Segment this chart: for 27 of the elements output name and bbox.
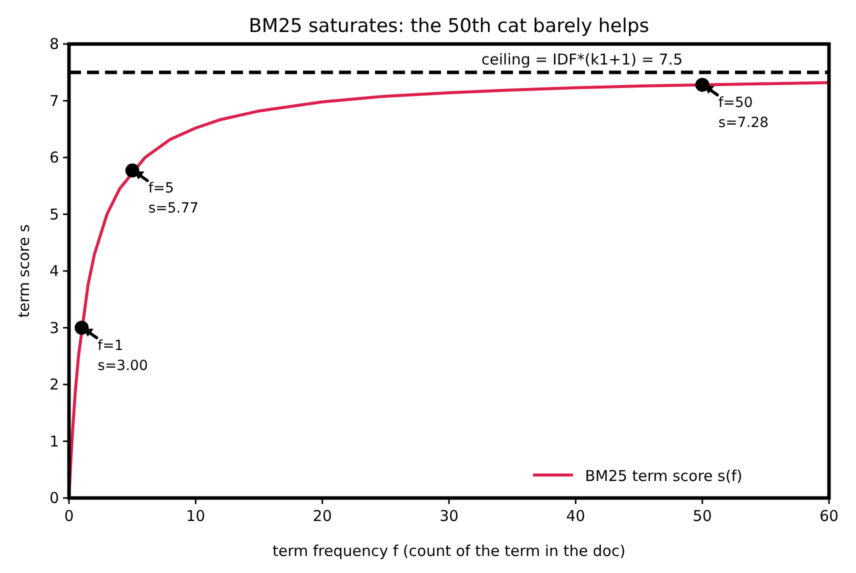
x-tick-label: 40 <box>566 507 586 525</box>
point <box>74 320 89 335</box>
x-tick-label: 20 <box>312 507 332 525</box>
annotation: f=1 s=3.00 <box>98 338 148 374</box>
x-tick-label: 30 <box>439 507 459 525</box>
point <box>125 164 140 178</box>
y-axis-title: term score s <box>15 224 33 318</box>
y-tick-label: 7 <box>49 92 59 110</box>
annotation: f=50 s=7.28 <box>718 94 769 131</box>
y-tick-label: 8 <box>49 35 59 53</box>
y-tick-label: 3 <box>49 318 59 337</box>
y-tick-label: 5 <box>49 205 59 224</box>
x-tick-label: 10 <box>186 507 206 525</box>
x-axis-title: term frequency f (count of the term in the doc) <box>272 542 626 560</box>
y-tick-label: 1 <box>49 432 59 450</box>
ref-line-label: ceiling = IDF*(k1+1) = 7.5 <box>481 50 683 68</box>
y-tick-label: 6 <box>49 148 59 166</box>
annotation: f=5 s=5.77 <box>148 180 199 217</box>
x-tick-label: 60 <box>819 507 839 525</box>
y-tick-label: 4 <box>49 262 59 280</box>
chart-title: BM25 saturates: the 50th cat barely helps <box>248 15 650 37</box>
legend-label: BM25 term score s(f) <box>585 467 742 485</box>
x-tick-label: 50 <box>692 507 712 525</box>
y-tick-label: 0 <box>49 489 59 507</box>
point <box>695 78 710 92</box>
x-tick-label: 0 <box>64 507 74 525</box>
y-tick-label: 2 <box>49 376 59 394</box>
